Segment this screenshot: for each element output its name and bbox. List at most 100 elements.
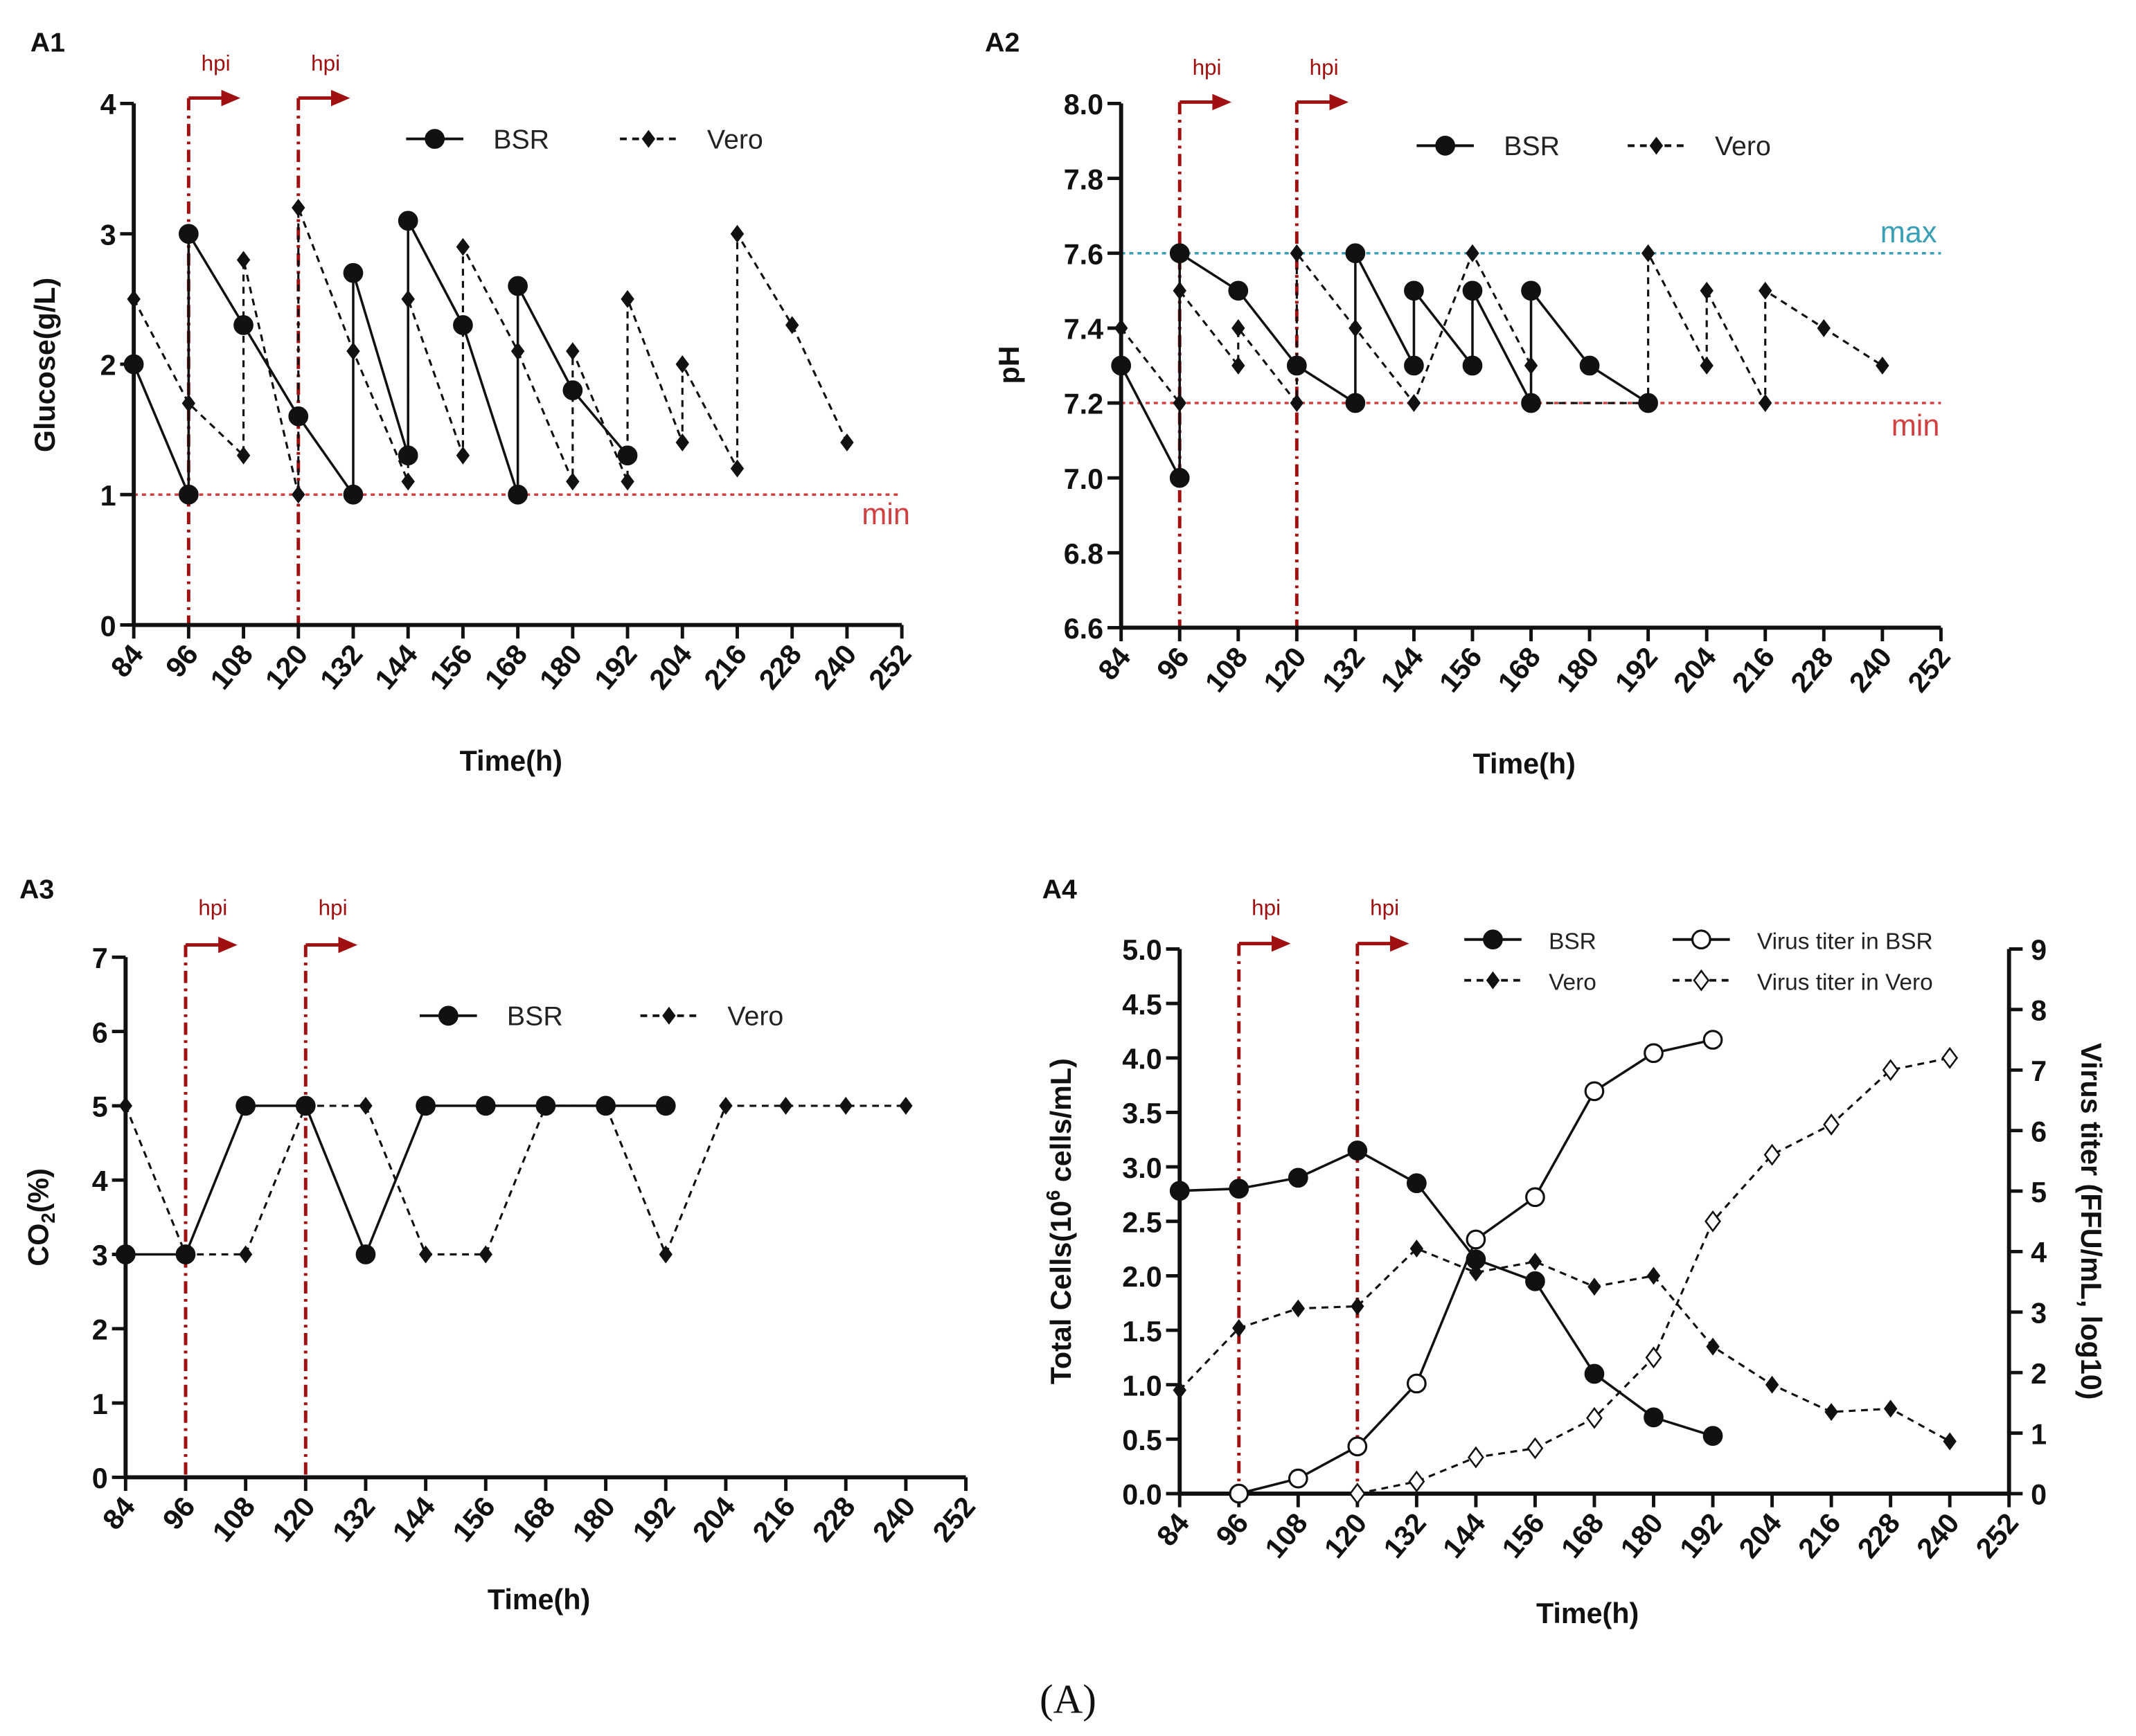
x-tick-label: 144: [1436, 1507, 1492, 1564]
x-tick-label: 228: [1784, 641, 1840, 698]
x-tick-label: 120: [266, 1491, 321, 1548]
data-point-diamond: [1409, 1240, 1424, 1258]
data-point-diamond: [1882, 1059, 1899, 1082]
legend-item: BSR: [420, 1001, 563, 1032]
data-point-circle: [1584, 1363, 1605, 1384]
legend-item: Virus titer in Vero: [1673, 969, 1933, 995]
data-point-circle: [1466, 1229, 1486, 1250]
data-point-diamond: [730, 224, 745, 243]
y-tick-label: 4: [92, 1165, 108, 1197]
hpi-arrow-icon: [338, 936, 358, 954]
legend-label: BSR: [1549, 929, 1596, 954]
x-tick-label: 252: [1970, 1507, 2025, 1564]
hpi-label: hpi: [198, 895, 227, 920]
x-tick-label: 240: [808, 638, 863, 695]
legend-item: Virus titer in BSR: [1673, 929, 1933, 954]
data-point-diamond: [1231, 357, 1245, 375]
y-tick-label: 0.5: [1122, 1424, 1162, 1456]
series-line: [1179, 1247, 1950, 1442]
x-tick-label: 252: [927, 1491, 982, 1548]
data-point-diamond: [1941, 1046, 1959, 1069]
data-point-diamond: [1649, 136, 1664, 155]
legend-label: BSR: [493, 124, 549, 154]
data-point-diamond: [1646, 1267, 1661, 1285]
data-point-diamond: [1466, 244, 1479, 262]
data-point-diamond: [1765, 1375, 1779, 1394]
series-vero: [1173, 1240, 1957, 1451]
data-point-diamond: [1349, 1483, 1366, 1505]
data-point-diamond: [621, 472, 634, 491]
x-tick-label: 84: [1092, 641, 1137, 686]
data-point-diamond: [292, 485, 305, 504]
legend-label: Vero: [727, 1001, 783, 1032]
x-tick-label: 180: [1614, 1507, 1670, 1564]
data-point-circle: [1521, 280, 1541, 301]
data-point-diamond: [840, 433, 854, 451]
data-point-circle: [1644, 1407, 1664, 1428]
x-tick-label: 132: [314, 638, 369, 695]
y-tick-label: 1: [92, 1388, 108, 1420]
x-tick-label: 192: [1609, 641, 1664, 698]
x-tick-label: 228: [1851, 1507, 1907, 1564]
y2-tick-label: 9: [2031, 934, 2047, 966]
data-point-circle: [1345, 393, 1366, 413]
hpi-label: hpi: [1370, 895, 1399, 920]
data-point-circle: [343, 262, 364, 283]
ref-line-label: max: [1880, 216, 1937, 249]
data-point-circle: [1644, 1043, 1664, 1064]
data-point-diamond: [1349, 319, 1362, 337]
data-point-diamond: [899, 1096, 913, 1115]
x-tick-label: 156: [424, 638, 479, 695]
panel-a2: A2 max min hpi hpi 84 96 108 120 132 144 156 168 180 1…: [985, 28, 1957, 780]
x-tick-label: 156: [446, 1491, 501, 1548]
data-point-diamond: [510, 342, 525, 361]
x-tick-label: 168: [1492, 641, 1547, 698]
data-point-circle: [1347, 1140, 1368, 1161]
panel-label: A2: [985, 28, 1020, 58]
y-tick-label: 6.6: [1064, 613, 1103, 645]
x-tick-label: 144: [368, 638, 424, 695]
x-tick-label: 108: [204, 638, 260, 695]
hpi-arrow-icon: [218, 936, 238, 954]
y-tick-label: 3: [100, 219, 116, 251]
hpi-arrow-icon: [330, 89, 350, 107]
data-point-circle: [178, 224, 199, 244]
data-point-circle: [1228, 280, 1249, 301]
series-virus-titer-in-bsr: [1229, 1030, 1723, 1504]
data-point-diamond: [456, 238, 470, 256]
data-point-diamond: [1883, 1399, 1898, 1418]
data-point-diamond: [675, 355, 689, 373]
x-tick-label: 132: [1316, 641, 1371, 698]
y-tick-label: 8.0: [1064, 89, 1103, 120]
x-tick-label: 96: [157, 1491, 202, 1536]
data-point-circle: [1435, 136, 1456, 156]
legend-item: Vero: [1464, 969, 1596, 995]
legend-label: Virus titer in BSR: [1757, 929, 1933, 954]
data-point-circle: [1584, 1081, 1605, 1102]
hpi-arrow-icon: [1329, 93, 1349, 111]
x-tick-label: 168: [1555, 1507, 1610, 1564]
data-point-circle: [398, 211, 418, 231]
y-axis-label: Total Cells(106 cells/mL): [1042, 1058, 1077, 1384]
y-tick-label: 4.5: [1122, 989, 1162, 1021]
data-point-circle: [1288, 1468, 1308, 1489]
legend-label: Vero: [1715, 131, 1771, 161]
y-tick-label: 7.4: [1064, 314, 1103, 346]
data-point-diamond: [621, 289, 634, 308]
data-point-circle: [425, 129, 445, 149]
y2-axis-label: Virus titer (FFU/mL, log10): [2075, 1043, 2107, 1399]
x-tick-label: 96: [159, 638, 204, 683]
data-point-diamond: [1943, 1432, 1957, 1451]
y-tick-label: 0.0: [1122, 1479, 1162, 1511]
x-axis-label: Time(h): [1473, 748, 1576, 780]
data-point-diamond: [641, 129, 656, 148]
data-point-diamond: [566, 342, 580, 361]
legend-item: Vero: [640, 1001, 783, 1032]
hpi-label: hpi: [202, 51, 231, 75]
data-point-diamond: [1114, 319, 1128, 337]
y2-tick-label: 1: [2031, 1418, 2047, 1450]
data-point-diamond: [1232, 1318, 1246, 1337]
x-tick-label: 252: [1901, 641, 1957, 698]
